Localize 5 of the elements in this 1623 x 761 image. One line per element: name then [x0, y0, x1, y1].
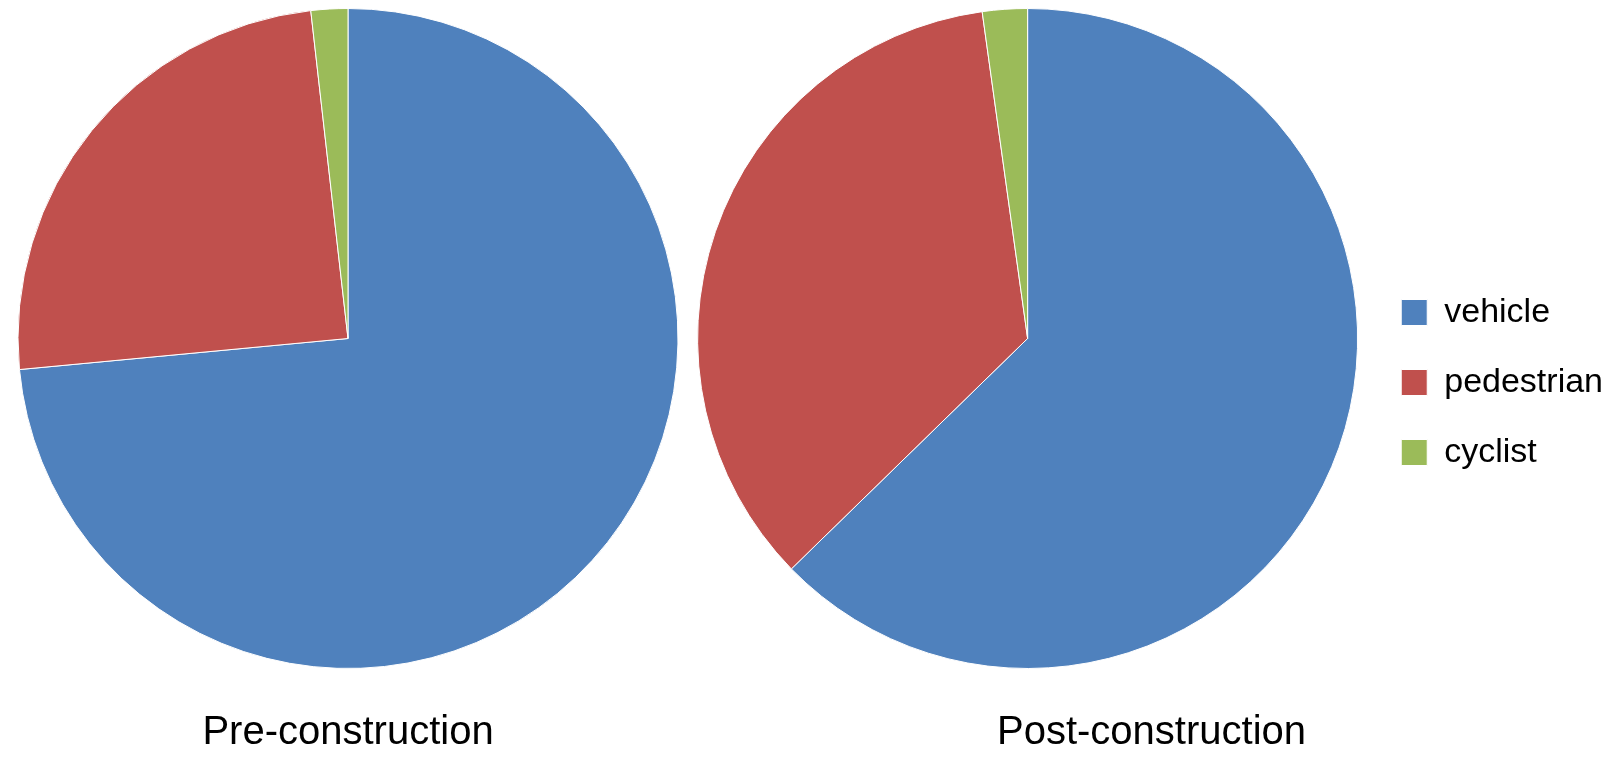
text: Pre-construction — [202, 708, 494, 753]
legend-label: cyclist — [1444, 430, 1538, 469]
legend-label: pedestrian — [1444, 360, 1603, 399]
legend-label: vehicle — [1444, 290, 1551, 329]
text: Post-construction — [996, 708, 1307, 753]
